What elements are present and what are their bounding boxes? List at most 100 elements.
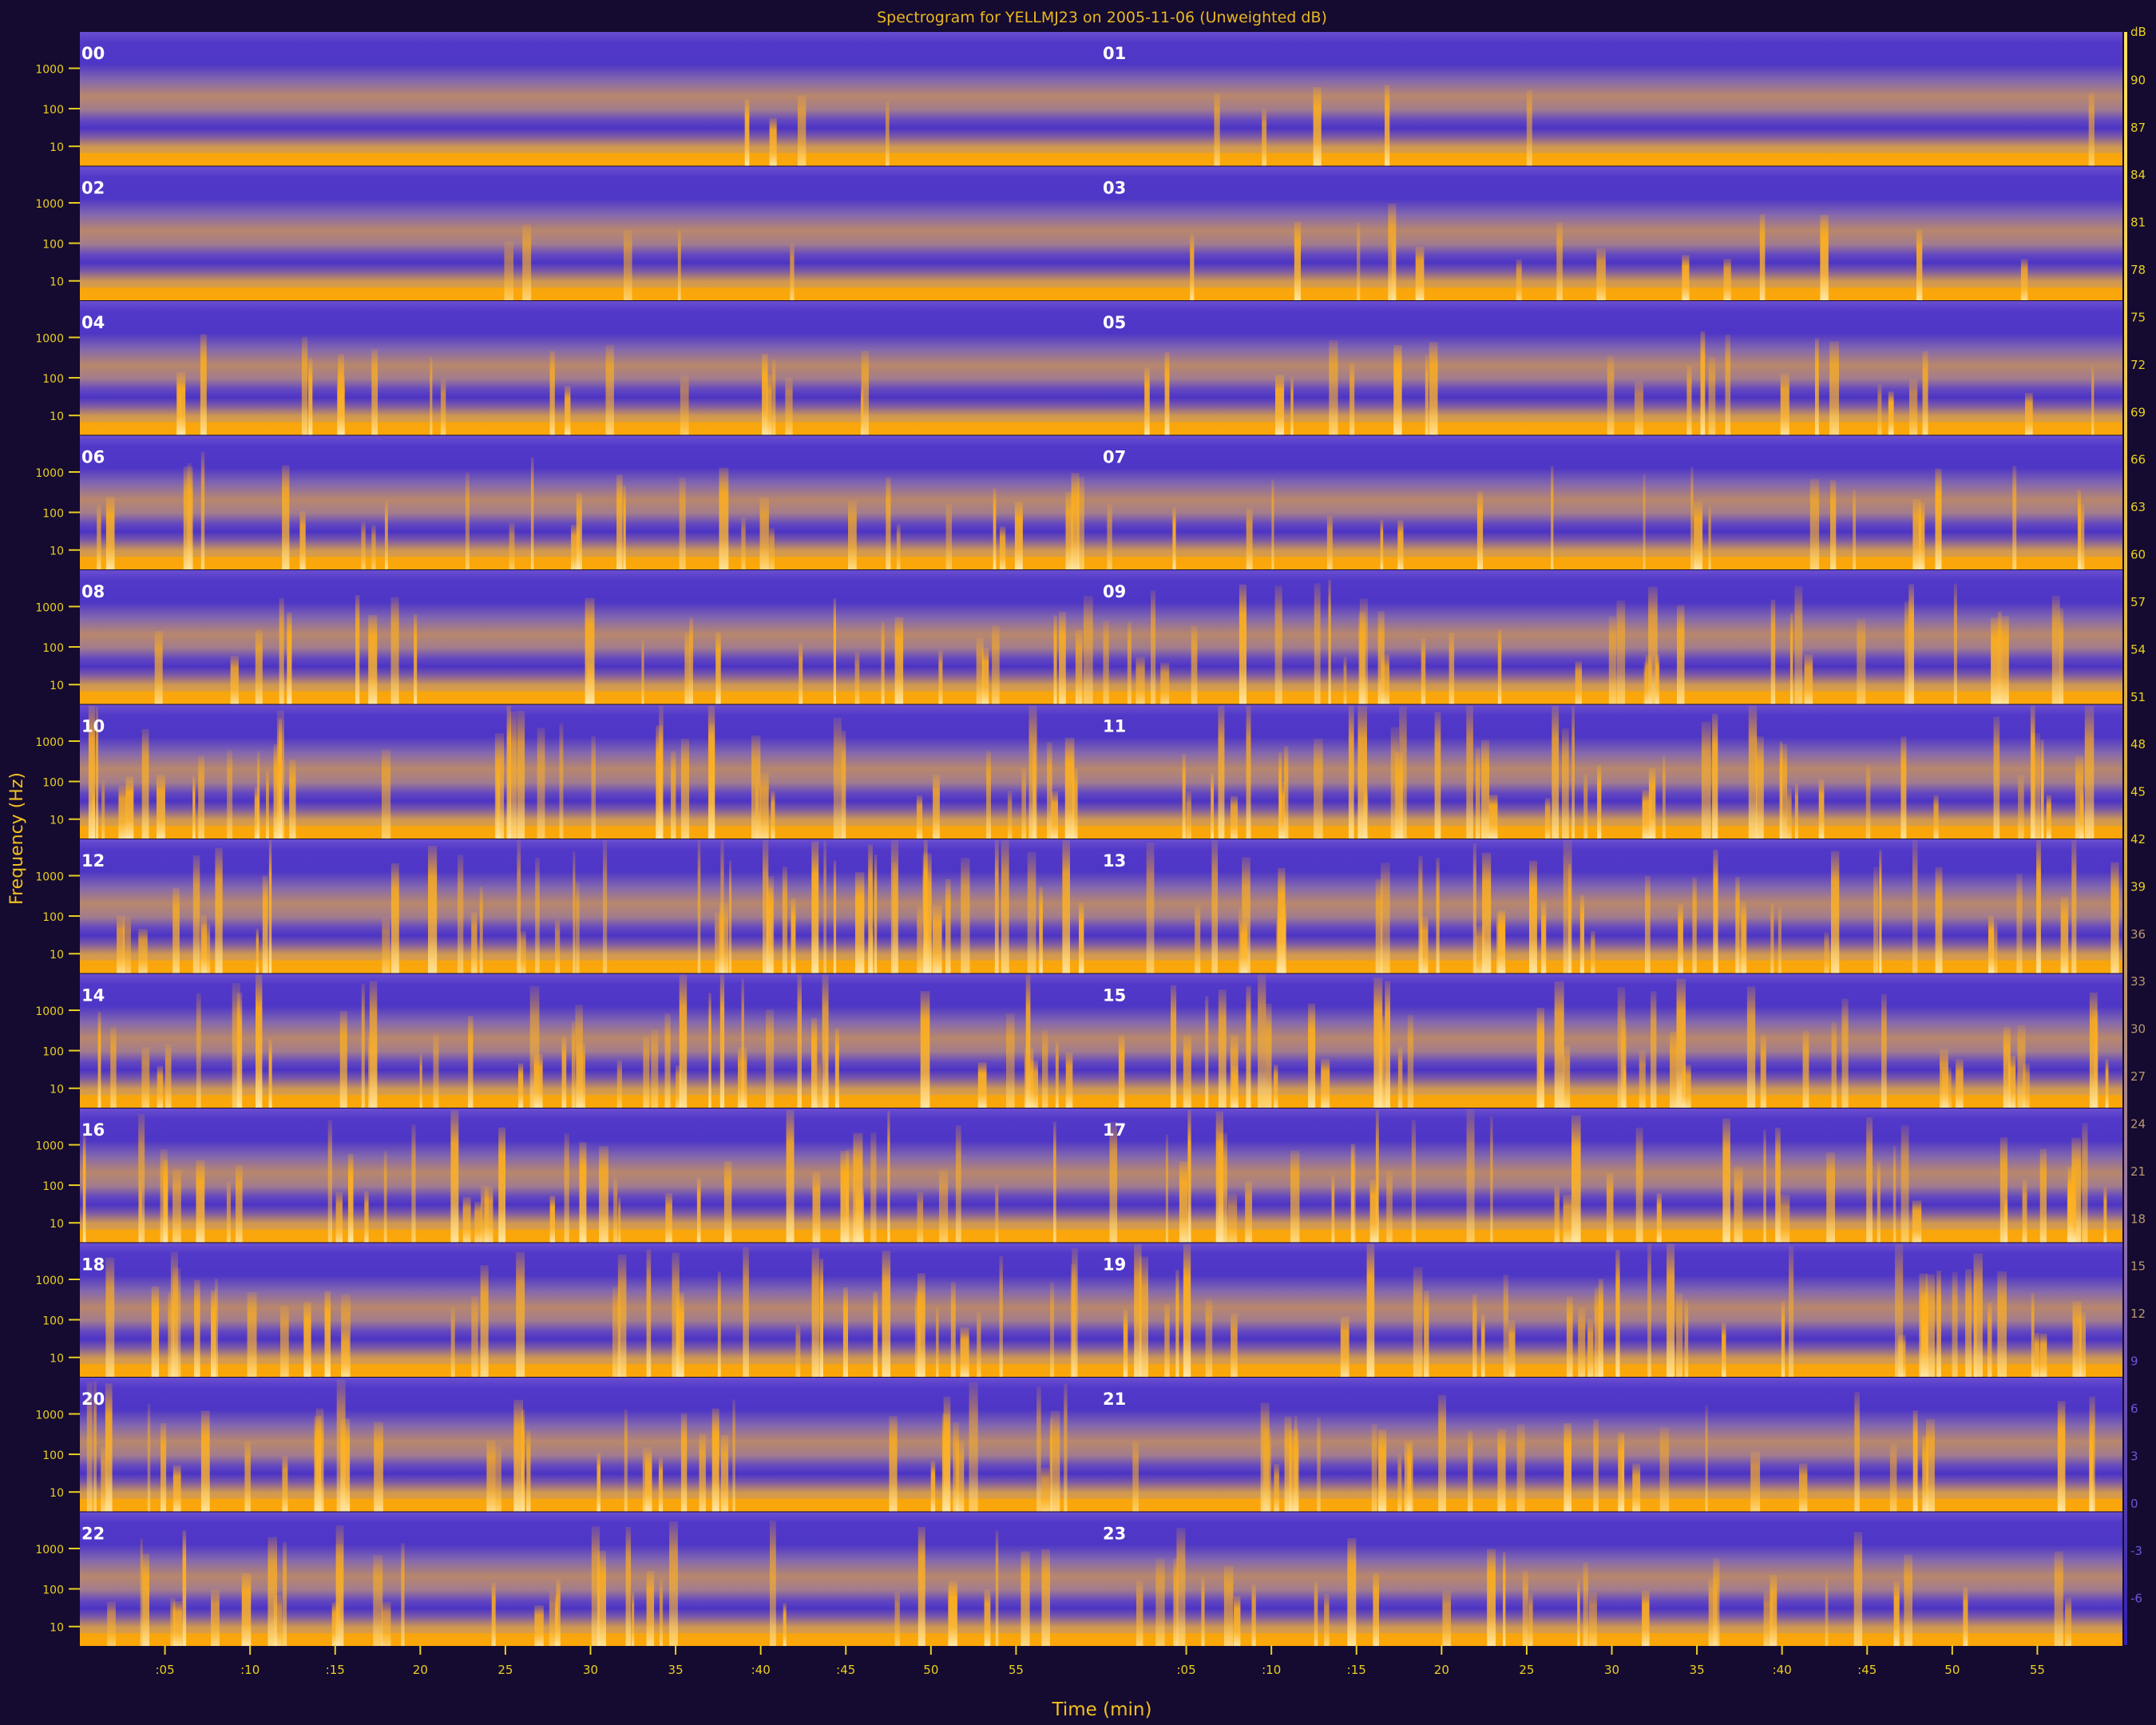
sound-event-burst [1999, 1137, 2007, 1243]
sound-event-burst [555, 918, 561, 974]
x-tick-label: :10 [1262, 1663, 1281, 1677]
sound-event-burst [791, 898, 796, 974]
x-tick-label: 20 [413, 1663, 428, 1677]
sound-event-burst [1865, 764, 1871, 839]
sound-event-burst [1516, 259, 1522, 300]
y-tick-label: 1000 [35, 1005, 64, 1018]
x-tick-label: :10 [240, 1663, 260, 1677]
sound-event-burst [1551, 466, 1554, 569]
sound-event-burst [1340, 1316, 1349, 1377]
sound-event-burst [790, 243, 795, 300]
sound-event-burst [1799, 1463, 1808, 1512]
sound-event-burst [950, 1282, 956, 1377]
sound-event-burst [1748, 705, 1758, 839]
sound-event-burst [227, 750, 233, 839]
sound-event-burst [1064, 1383, 1068, 1512]
sound-event-burst [1278, 781, 1285, 839]
low-frequency-band [80, 1498, 2122, 1512]
x-tick-label: :05 [1177, 1663, 1196, 1677]
sound-event-burst [664, 1013, 671, 1108]
sound-event-burst [1642, 790, 1650, 839]
sound-event-burst [1635, 380, 1643, 435]
sound-event-burst [1424, 1291, 1429, 1377]
sound-event-burst [1205, 1299, 1213, 1377]
sound-event-burst [1563, 840, 1572, 974]
sound-event-burst [1490, 1116, 1493, 1243]
sound-event-burst [504, 241, 513, 300]
sound-event-burst [299, 511, 306, 569]
sound-event-burst [1892, 1145, 1896, 1243]
colorbar-tick-label: 18 [2130, 1211, 2146, 1226]
sound-event-burst [1103, 621, 1109, 704]
colorbar-tick-label: 42 [2130, 832, 2146, 847]
sound-event-burst [881, 621, 885, 704]
sound-event-burst [1006, 1013, 1015, 1108]
sound-event-burst [1708, 1578, 1718, 1646]
sound-event-burst [723, 1160, 732, 1243]
sound-event-burst [256, 974, 263, 1108]
sound-event-burst [101, 779, 105, 839]
sound-event-burst [1482, 852, 1492, 974]
sound-event-burst [1053, 1121, 1056, 1243]
sound-event-burst [1187, 1109, 1191, 1243]
sound-event-burst [1563, 1045, 1571, 1108]
sound-event-burst [719, 467, 729, 569]
sound-event-burst [616, 1060, 622, 1108]
sound-event-burst [1608, 616, 1616, 704]
x-axis-label: Time (min) [1052, 1699, 1152, 1720]
sound-event-burst [812, 1172, 821, 1243]
sound-event-burst [2032, 732, 2041, 839]
sound-event-burst [677, 230, 681, 300]
colorbar-tick-label: 78 [2130, 263, 2146, 277]
sound-event-burst [2059, 608, 2064, 704]
sound-event-burst [1049, 1417, 1052, 1512]
sound-event-burst [1877, 383, 1882, 435]
sound-event-burst [266, 770, 269, 839]
y-tick-label: 100 [42, 239, 64, 252]
sound-event-burst [1227, 1193, 1238, 1243]
y-tick-label: 1000 [35, 467, 64, 480]
y-tick-label: 100 [42, 508, 64, 521]
y-tick-label: 100 [42, 1046, 64, 1059]
sound-event-burst [1973, 1279, 1977, 1377]
colorbar-tick-label: -3 [2130, 1544, 2142, 1558]
sound-event-burst [995, 1184, 999, 1243]
sound-event-burst [782, 866, 787, 974]
sound-event-burst [1818, 779, 1825, 839]
sound-event-burst [894, 617, 904, 704]
sound-event-burst [2012, 466, 2017, 569]
sound-event-burst [450, 1307, 455, 1377]
sound-event-burst [1632, 1463, 1641, 1512]
sound-event-burst [833, 598, 836, 704]
sound-event-burst [256, 928, 259, 974]
sound-event-burst [1900, 1125, 1909, 1243]
sound-event-burst [1438, 1394, 1446, 1512]
sound-event-burst [1759, 214, 1766, 300]
sound-event-burst [916, 795, 923, 839]
sound-event-burst [840, 1151, 850, 1243]
sound-event-burst [1678, 903, 1683, 974]
colorbar-tick-label: 87 [2130, 121, 2146, 135]
sound-event-burst [105, 1257, 115, 1377]
sound-event-burst [961, 858, 970, 974]
sound-event-burst [708, 724, 715, 839]
sound-event-burst [1472, 1294, 1477, 1377]
sound-event-burst [1645, 654, 1652, 704]
sound-event-burst [1594, 1287, 1599, 1377]
sound-event-burst [471, 911, 478, 974]
y-tick-label: 10 [50, 545, 64, 558]
sound-event-burst [1245, 1180, 1252, 1243]
sound-event-burst [509, 522, 515, 569]
sound-event-burst [1107, 503, 1112, 569]
colorbar-tick-label: 57 [2130, 595, 2146, 609]
sound-event-burst [618, 1197, 621, 1243]
y-tick-label: 10 [50, 1622, 64, 1635]
sound-event-burst [125, 776, 134, 839]
sound-event-burst [347, 1153, 354, 1243]
sound-event-burst [537, 728, 545, 839]
sound-event-burst [1516, 1424, 1525, 1512]
sound-event-burst [785, 377, 793, 435]
x-tick-label: 35 [668, 1663, 684, 1677]
sound-event-burst [1746, 986, 1756, 1108]
low-frequency-band [80, 1095, 2122, 1108]
